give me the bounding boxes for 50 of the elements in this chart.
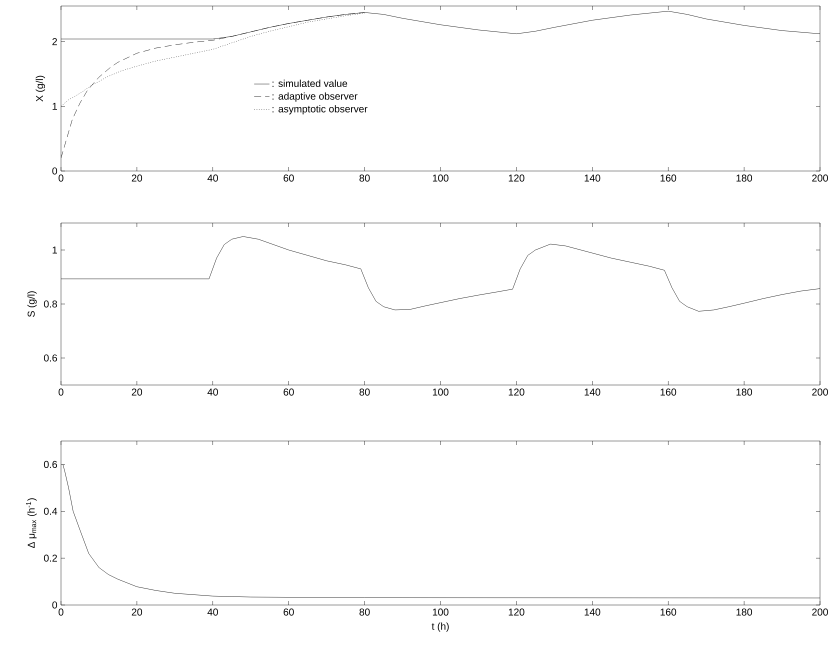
x-tick-label: 140 — [584, 174, 600, 182]
x-tick-label: 20 — [132, 388, 142, 396]
y-tick-label: 1 — [52, 246, 57, 254]
x-tick-label: 0 — [58, 388, 64, 396]
x-tick-label: 200 — [812, 608, 828, 616]
x-tick-label: 40 — [207, 174, 218, 182]
legend-label: : simulated value — [272, 80, 348, 87]
x-tick-label: 100 — [432, 388, 448, 396]
x-tick-label: 0 — [58, 174, 64, 182]
x-tick-label: 160 — [660, 174, 676, 182]
x-tick-label: 200 — [812, 174, 828, 182]
y-tick-label: 0 — [52, 167, 58, 175]
x-tick-label: 40 — [207, 608, 218, 616]
y-tick-label: 0.6 — [44, 460, 58, 468]
x-tick-label: 40 — [207, 388, 218, 396]
y-tick-label: 2 — [52, 38, 57, 46]
y-tick-label: 0.8 — [44, 300, 58, 308]
x-tick-label: 80 — [359, 174, 370, 182]
y-tick-label: 0 — [52, 601, 58, 609]
x-tick-label: 20 — [132, 174, 142, 182]
x-tick-label: 180 — [736, 388, 752, 396]
legend-label: : adaptive observer — [272, 92, 358, 102]
y-axis-title: Δ μ$_{max}$ (h$^{-1}$) — [26, 498, 37, 548]
y-axis-title: X (g/l) — [36, 76, 46, 102]
x-axis-title: t (h) — [432, 622, 449, 632]
legend-label: : asymptotic observer — [272, 105, 368, 114]
x-tick-label: 140 — [584, 608, 600, 616]
y-axis-title: S (g/l) — [27, 291, 37, 317]
y-tick-label: 0.6 — [44, 354, 58, 362]
y-tick-label: 0.2 — [44, 554, 57, 562]
x-tick-label: 200 — [812, 388, 828, 396]
x-tick-label: 120 — [508, 388, 524, 396]
x-tick-label: 180 — [736, 174, 752, 182]
x-tick-label: 20 — [132, 608, 142, 616]
x-tick-label: 80 — [359, 608, 370, 616]
y-tick-label: 1 — [52, 102, 57, 110]
x-tick-label: 60 — [284, 174, 294, 182]
x-tick-label: 100 — [432, 608, 448, 616]
x-tick-label: 160 — [660, 608, 676, 616]
x-tick-label: 60 — [284, 388, 294, 396]
x-tick-label: 120 — [508, 174, 524, 182]
x-tick-label: 100 — [432, 174, 448, 182]
x-tick-label: 120 — [508, 608, 524, 616]
x-tick-label: 160 — [660, 388, 676, 396]
x-tick-label: 80 — [359, 388, 370, 396]
x-tick-label: 0 — [58, 608, 64, 616]
x-tick-label: 180 — [736, 608, 752, 616]
x-tick-label: 140 — [584, 388, 600, 396]
y-tick-label: 0.4 — [44, 508, 58, 515]
x-tick-label: 60 — [284, 608, 294, 616]
